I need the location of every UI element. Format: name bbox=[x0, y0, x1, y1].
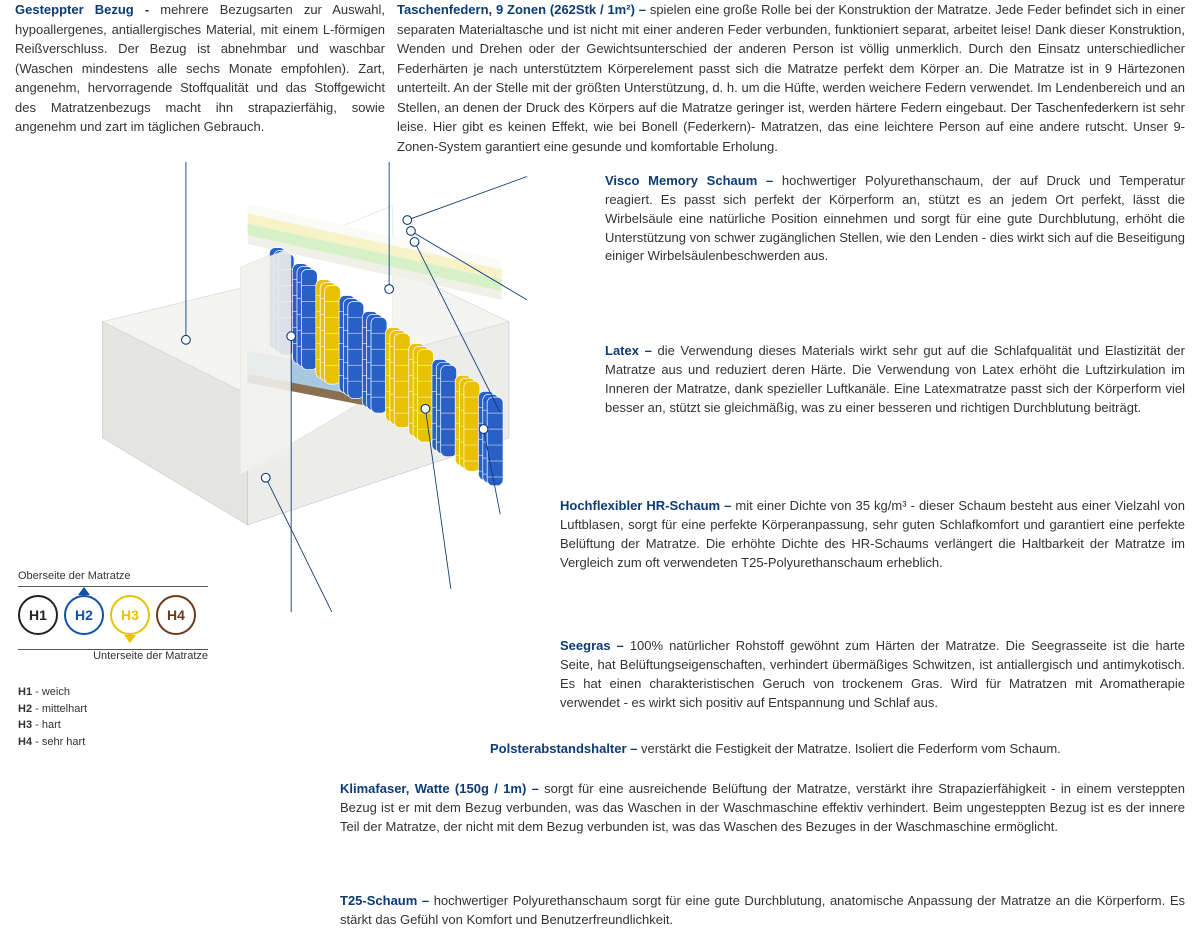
seegras-block: Seegras – 100% natürlicher Rohstoff gewö… bbox=[560, 637, 1185, 722]
hr-heading: Hochflexibler HR-Schaum – bbox=[560, 498, 735, 513]
mattress-diagram bbox=[15, 162, 600, 612]
latex-heading: Latex – bbox=[605, 343, 658, 358]
springs-description: Taschenfedern, 9 Zonen (262Stk / 1m²) – … bbox=[397, 0, 1185, 156]
legend-item-h3: H3 - hart bbox=[18, 717, 258, 734]
springs-heading: Taschenfedern, 9 Zonen (262Stk / 1m²) – bbox=[397, 2, 650, 17]
hr-mid: mit einer Dichte von 35 kg/m³ - bbox=[735, 498, 919, 513]
visco-block: Visco Memory Schaum – hochwertiger Polyu… bbox=[605, 172, 1185, 276]
legend-circles: H1H2H3H4 bbox=[18, 595, 258, 635]
hardness-circle-h4: H4 bbox=[156, 595, 196, 635]
springs-body: spielen eine große Rolle bei der Konstru… bbox=[397, 2, 1185, 154]
polster-heading: Polsterabstandshalter – bbox=[490, 741, 641, 756]
visco-heading: Visco Memory Schaum – bbox=[605, 173, 782, 188]
cover-body: mehrere Bezugsarten zur Auswahl, hypoall… bbox=[15, 2, 385, 134]
polster-body: verstärkt die Festigkeit der Matratze. I… bbox=[641, 741, 1061, 756]
legend-item-h4: H4 - sehr hart bbox=[18, 734, 258, 751]
hardness-circle-h2: H2 bbox=[64, 595, 104, 635]
seegras-heading: Seegras – bbox=[560, 638, 630, 653]
legend-bottom-label: Unterseite der Matratze bbox=[18, 650, 208, 662]
hardness-circle-h1: H1 bbox=[18, 595, 58, 635]
legend-item-h2: H2 - mittelhart bbox=[18, 701, 258, 718]
seegras-body: 100% natürlicher Rohstoff gewöhnt zum Hä… bbox=[560, 638, 1185, 710]
hardness-circle-h3: H3 bbox=[110, 595, 150, 635]
legend-item-h1: H1 - weich bbox=[18, 684, 258, 701]
klima-heading: Klimafaser, Watte (150g / 1m) – bbox=[340, 781, 544, 796]
klima-block: Klimafaser, Watte (150g / 1m) – sorgt fü… bbox=[340, 780, 1185, 847]
t25-heading: T25-Schaum – bbox=[340, 893, 434, 908]
legend-top-label: Oberseite der Matratze bbox=[18, 570, 258, 582]
legend-list: H1 - weichH2 - mittelhartH3 - hartH4 - s… bbox=[18, 684, 258, 750]
hr-block: Hochflexibler HR-Schaum – mit einer Dich… bbox=[560, 497, 1185, 582]
cut-left-face bbox=[240, 248, 291, 474]
t25-block: T25-Schaum – hochwertiger Polyurethansch… bbox=[340, 892, 1185, 940]
t25-body: hochwertiger Polyurethanschaum sorgt für… bbox=[340, 893, 1185, 927]
latex-body: die Verwendung dieses Materials wirkt se… bbox=[605, 343, 1185, 415]
cover-description: Gesteppter Bezug - mehrere Bezugsarten z… bbox=[15, 0, 385, 156]
polster-block: Polsterabstandshalter – verstärkt die Fe… bbox=[490, 740, 1185, 769]
hardness-legend: Oberseite der Matratze H1H2H3H4 Untersei… bbox=[18, 570, 258, 750]
latex-block: Latex – die Verwendung dieses Materials … bbox=[605, 342, 1185, 427]
cover-heading: Gesteppter Bezug - bbox=[15, 2, 160, 17]
